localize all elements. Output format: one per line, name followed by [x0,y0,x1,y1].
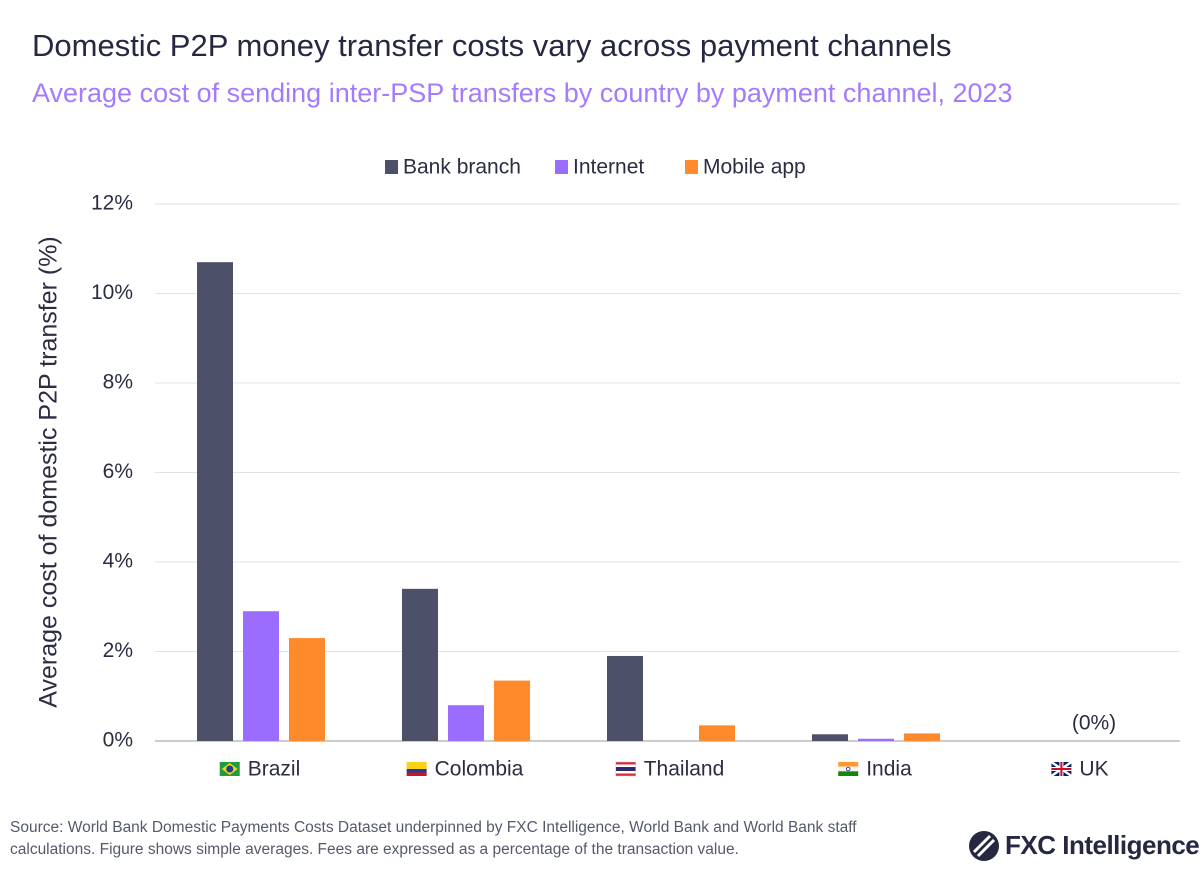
source: Source: World Bank Domestic Payments Cos… [10,819,857,858]
flag [615,771,636,774]
legend-label: Bank branch [403,156,521,179]
x-tick-label: UK [1079,758,1108,781]
y-tick-label: 10% [91,281,133,304]
logo: FXC Intelligence [1005,830,1199,860]
y-tick-label: 2% [103,639,133,662]
legend-swatch [555,160,568,174]
flag [615,773,636,776]
x-tick-label: Brazil [248,758,301,781]
legend-swatch [685,160,698,174]
flag [615,762,636,765]
bar [289,638,325,741]
y-tick-label: 12% [91,192,133,215]
bar [607,655,643,741]
flag [1051,762,1072,776]
flag [615,761,636,777]
flag [615,764,636,767]
flag [838,766,859,772]
flag [406,762,427,769]
flag [615,767,636,771]
x-tick-label: Thailand [644,758,725,781]
y-axis-title: Average cost of domestic P2P transfer (%… [35,236,63,708]
bar [243,611,279,741]
x-tick-label: India [866,758,912,781]
bar [699,725,735,741]
bar [494,680,530,741]
annotation: (0%) [1072,712,1116,735]
bar [402,588,438,741]
legend-swatch [385,160,398,174]
y-tick-label: 4% [103,550,133,573]
bar [197,262,233,741]
y-tick-label: 0% [103,729,133,752]
bar [904,733,940,741]
chart-subtitle: Average cost of sending inter-PSP transf… [32,78,1013,108]
chart-title: Domestic P2P money transfer costs vary a… [32,28,951,63]
flag [838,771,859,776]
y-tick-label: 8% [103,371,133,394]
flag [406,769,427,773]
legend-label: Mobile app [703,156,806,179]
flag [846,766,851,772]
bar [448,705,484,741]
logo-mark [969,831,999,861]
source-box: Source: World Bank Domestic Payments Cos… [10,819,857,858]
flag [226,765,234,773]
x-tick-label: Colombia [435,758,524,781]
legend-label: Internet [573,156,644,179]
y-tick-label: 6% [103,460,133,483]
bar [858,738,894,741]
flag [406,772,427,776]
flag [838,762,859,767]
bar [812,734,848,741]
